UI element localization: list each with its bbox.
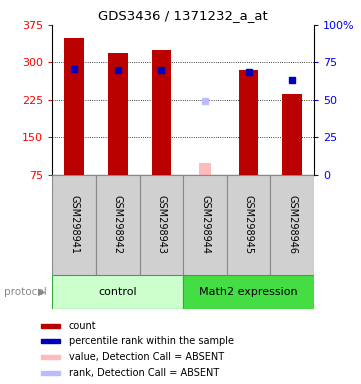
Text: value, Detection Call = ABSENT: value, Detection Call = ABSENT <box>69 352 224 362</box>
Bar <box>41 339 60 343</box>
Bar <box>183 275 314 309</box>
Bar <box>52 275 183 309</box>
Text: rank, Detection Call = ABSENT: rank, Detection Call = ABSENT <box>69 367 219 377</box>
Text: Math2 expression: Math2 expression <box>199 287 298 297</box>
Bar <box>96 175 140 275</box>
Text: control: control <box>99 287 137 297</box>
Title: GDS3436 / 1371232_a_at: GDS3436 / 1371232_a_at <box>98 9 268 22</box>
Text: GSM298943: GSM298943 <box>156 195 166 254</box>
Text: GSM298945: GSM298945 <box>244 195 254 254</box>
Text: GSM298942: GSM298942 <box>113 195 123 254</box>
Bar <box>41 371 60 374</box>
Text: percentile rank within the sample: percentile rank within the sample <box>69 336 234 346</box>
Bar <box>199 163 211 175</box>
Bar <box>270 175 314 275</box>
Bar <box>41 355 60 359</box>
Text: GSM298944: GSM298944 <box>200 195 210 254</box>
Bar <box>239 70 258 175</box>
Text: GSM298941: GSM298941 <box>69 195 79 254</box>
Bar <box>108 53 127 175</box>
Bar <box>282 94 302 175</box>
Text: count: count <box>69 321 96 331</box>
Bar <box>140 175 183 275</box>
Bar <box>52 175 96 275</box>
Text: ▶: ▶ <box>38 287 45 297</box>
Text: GSM298946: GSM298946 <box>287 195 297 254</box>
Bar <box>227 175 270 275</box>
Text: protocol: protocol <box>4 287 46 297</box>
Bar <box>64 38 84 175</box>
Bar <box>152 50 171 175</box>
Bar <box>41 324 60 328</box>
Bar <box>183 175 227 275</box>
